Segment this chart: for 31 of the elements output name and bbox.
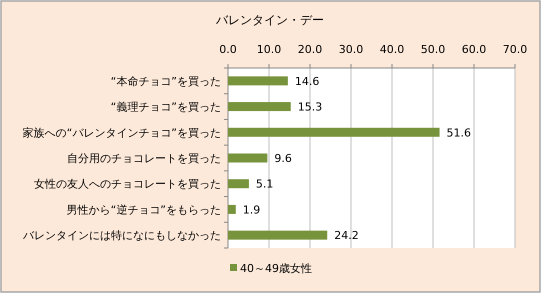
bar — [228, 128, 440, 137]
bar — [228, 76, 288, 86]
y-tick-label: “義理チョコ”を買った — [110, 100, 221, 114]
y-tick-label: 自分用のチョコレートを買った — [67, 152, 221, 165]
data-label: 24.2 — [334, 229, 359, 242]
data-label: 15.3 — [298, 100, 322, 114]
bar — [228, 102, 291, 112]
y-tick-label: 女性の友人へのチョコレートを買った — [34, 178, 221, 191]
data-label: 14.6 — [294, 74, 320, 88]
data-label: 51.6 — [446, 126, 472, 140]
x-tick-label: 30.0 — [338, 43, 364, 56]
x-tick-label: 0.0 — [219, 43, 237, 56]
x-tick-label: 70.0 — [502, 43, 528, 56]
y-tick-label: 家族への“バレンタインチョコ”を買った — [22, 126, 221, 140]
data-label: 5.1 — [256, 178, 274, 191]
legend-label: 40～49歳女性 — [240, 262, 312, 275]
x-tick-label: 40.0 — [380, 43, 404, 56]
bar — [228, 154, 268, 162]
y-tick-label: 男性から“逆チョコ”をもらった — [66, 203, 221, 216]
bar — [228, 230, 328, 240]
chart-title: バレンタイン・デー — [215, 13, 324, 27]
data-label: 9.6 — [274, 152, 292, 165]
x-tick-label: 60.0 — [462, 43, 486, 56]
bar — [228, 179, 249, 188]
x-tick-label: 10.0 — [256, 43, 282, 56]
bar — [228, 204, 236, 214]
x-tick-label: 50.0 — [420, 43, 446, 56]
y-tick-label: “本命チョコ”を買った — [110, 74, 221, 88]
data-label: 1.9 — [242, 203, 260, 216]
x-tick-label: 20.0 — [298, 43, 322, 56]
y-tick-label: バレンタインには特になにもしなかった — [22, 229, 221, 242]
